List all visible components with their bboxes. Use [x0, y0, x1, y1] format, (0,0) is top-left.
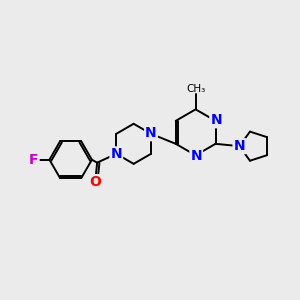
Text: N: N: [210, 113, 222, 127]
Text: N: N: [110, 147, 122, 161]
Text: N: N: [145, 126, 157, 140]
Text: O: O: [89, 175, 101, 189]
Text: F: F: [29, 153, 39, 167]
Text: N: N: [190, 149, 202, 163]
Text: N: N: [234, 139, 245, 153]
Text: CH₃: CH₃: [186, 84, 205, 94]
